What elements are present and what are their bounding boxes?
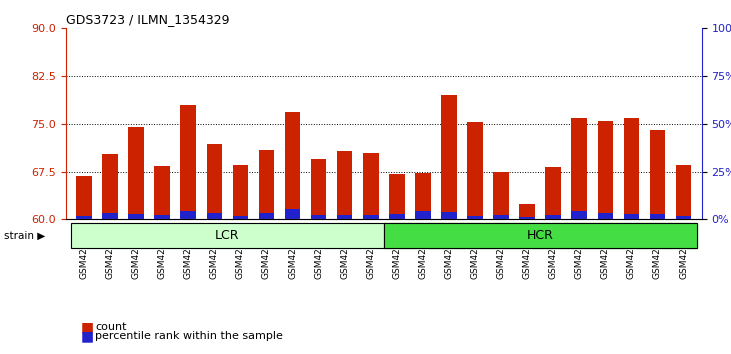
Bar xyxy=(232,165,249,219)
Bar xyxy=(154,166,170,219)
Bar xyxy=(129,214,144,219)
Bar xyxy=(519,204,535,219)
Bar xyxy=(311,215,327,219)
Bar xyxy=(207,213,222,219)
Bar xyxy=(467,122,482,219)
Bar xyxy=(624,214,639,219)
Bar xyxy=(337,151,352,219)
Bar xyxy=(415,173,431,219)
Bar xyxy=(76,176,92,219)
Bar xyxy=(415,211,431,219)
Bar xyxy=(493,172,509,219)
Bar xyxy=(259,213,274,219)
Text: HCR: HCR xyxy=(527,229,553,242)
Bar xyxy=(102,154,118,219)
Bar xyxy=(311,159,327,219)
Bar xyxy=(232,216,249,219)
Text: GDS3723 / ILMN_1354329: GDS3723 / ILMN_1354329 xyxy=(66,13,230,26)
Bar xyxy=(572,211,587,219)
Bar xyxy=(519,217,535,219)
Bar xyxy=(102,213,118,219)
Bar xyxy=(181,105,196,219)
Bar xyxy=(259,150,274,219)
Bar xyxy=(650,130,665,219)
Text: ■: ■ xyxy=(80,329,94,343)
Bar xyxy=(545,215,561,219)
Bar xyxy=(624,118,639,219)
Bar xyxy=(597,121,613,219)
Bar xyxy=(285,209,300,219)
Bar xyxy=(76,216,92,219)
Bar xyxy=(389,173,405,219)
Text: strain ▶: strain ▶ xyxy=(4,230,45,240)
Bar xyxy=(675,165,692,219)
Bar xyxy=(467,216,482,219)
Bar xyxy=(650,214,665,219)
Text: ■: ■ xyxy=(80,320,94,335)
Bar xyxy=(363,153,379,219)
Bar xyxy=(441,95,457,219)
Bar xyxy=(545,167,561,219)
Text: count: count xyxy=(95,322,126,332)
Bar xyxy=(207,144,222,219)
Bar xyxy=(389,214,405,219)
Bar xyxy=(597,213,613,219)
Text: LCR: LCR xyxy=(215,229,240,242)
Bar xyxy=(337,215,352,219)
Bar xyxy=(493,215,509,219)
Bar xyxy=(441,212,457,219)
Bar xyxy=(363,215,379,219)
Bar xyxy=(572,118,587,219)
Text: percentile rank within the sample: percentile rank within the sample xyxy=(95,331,283,341)
Bar xyxy=(675,216,692,219)
Bar xyxy=(181,211,196,219)
Bar xyxy=(285,113,300,219)
Bar xyxy=(129,127,144,219)
Bar xyxy=(154,215,170,219)
